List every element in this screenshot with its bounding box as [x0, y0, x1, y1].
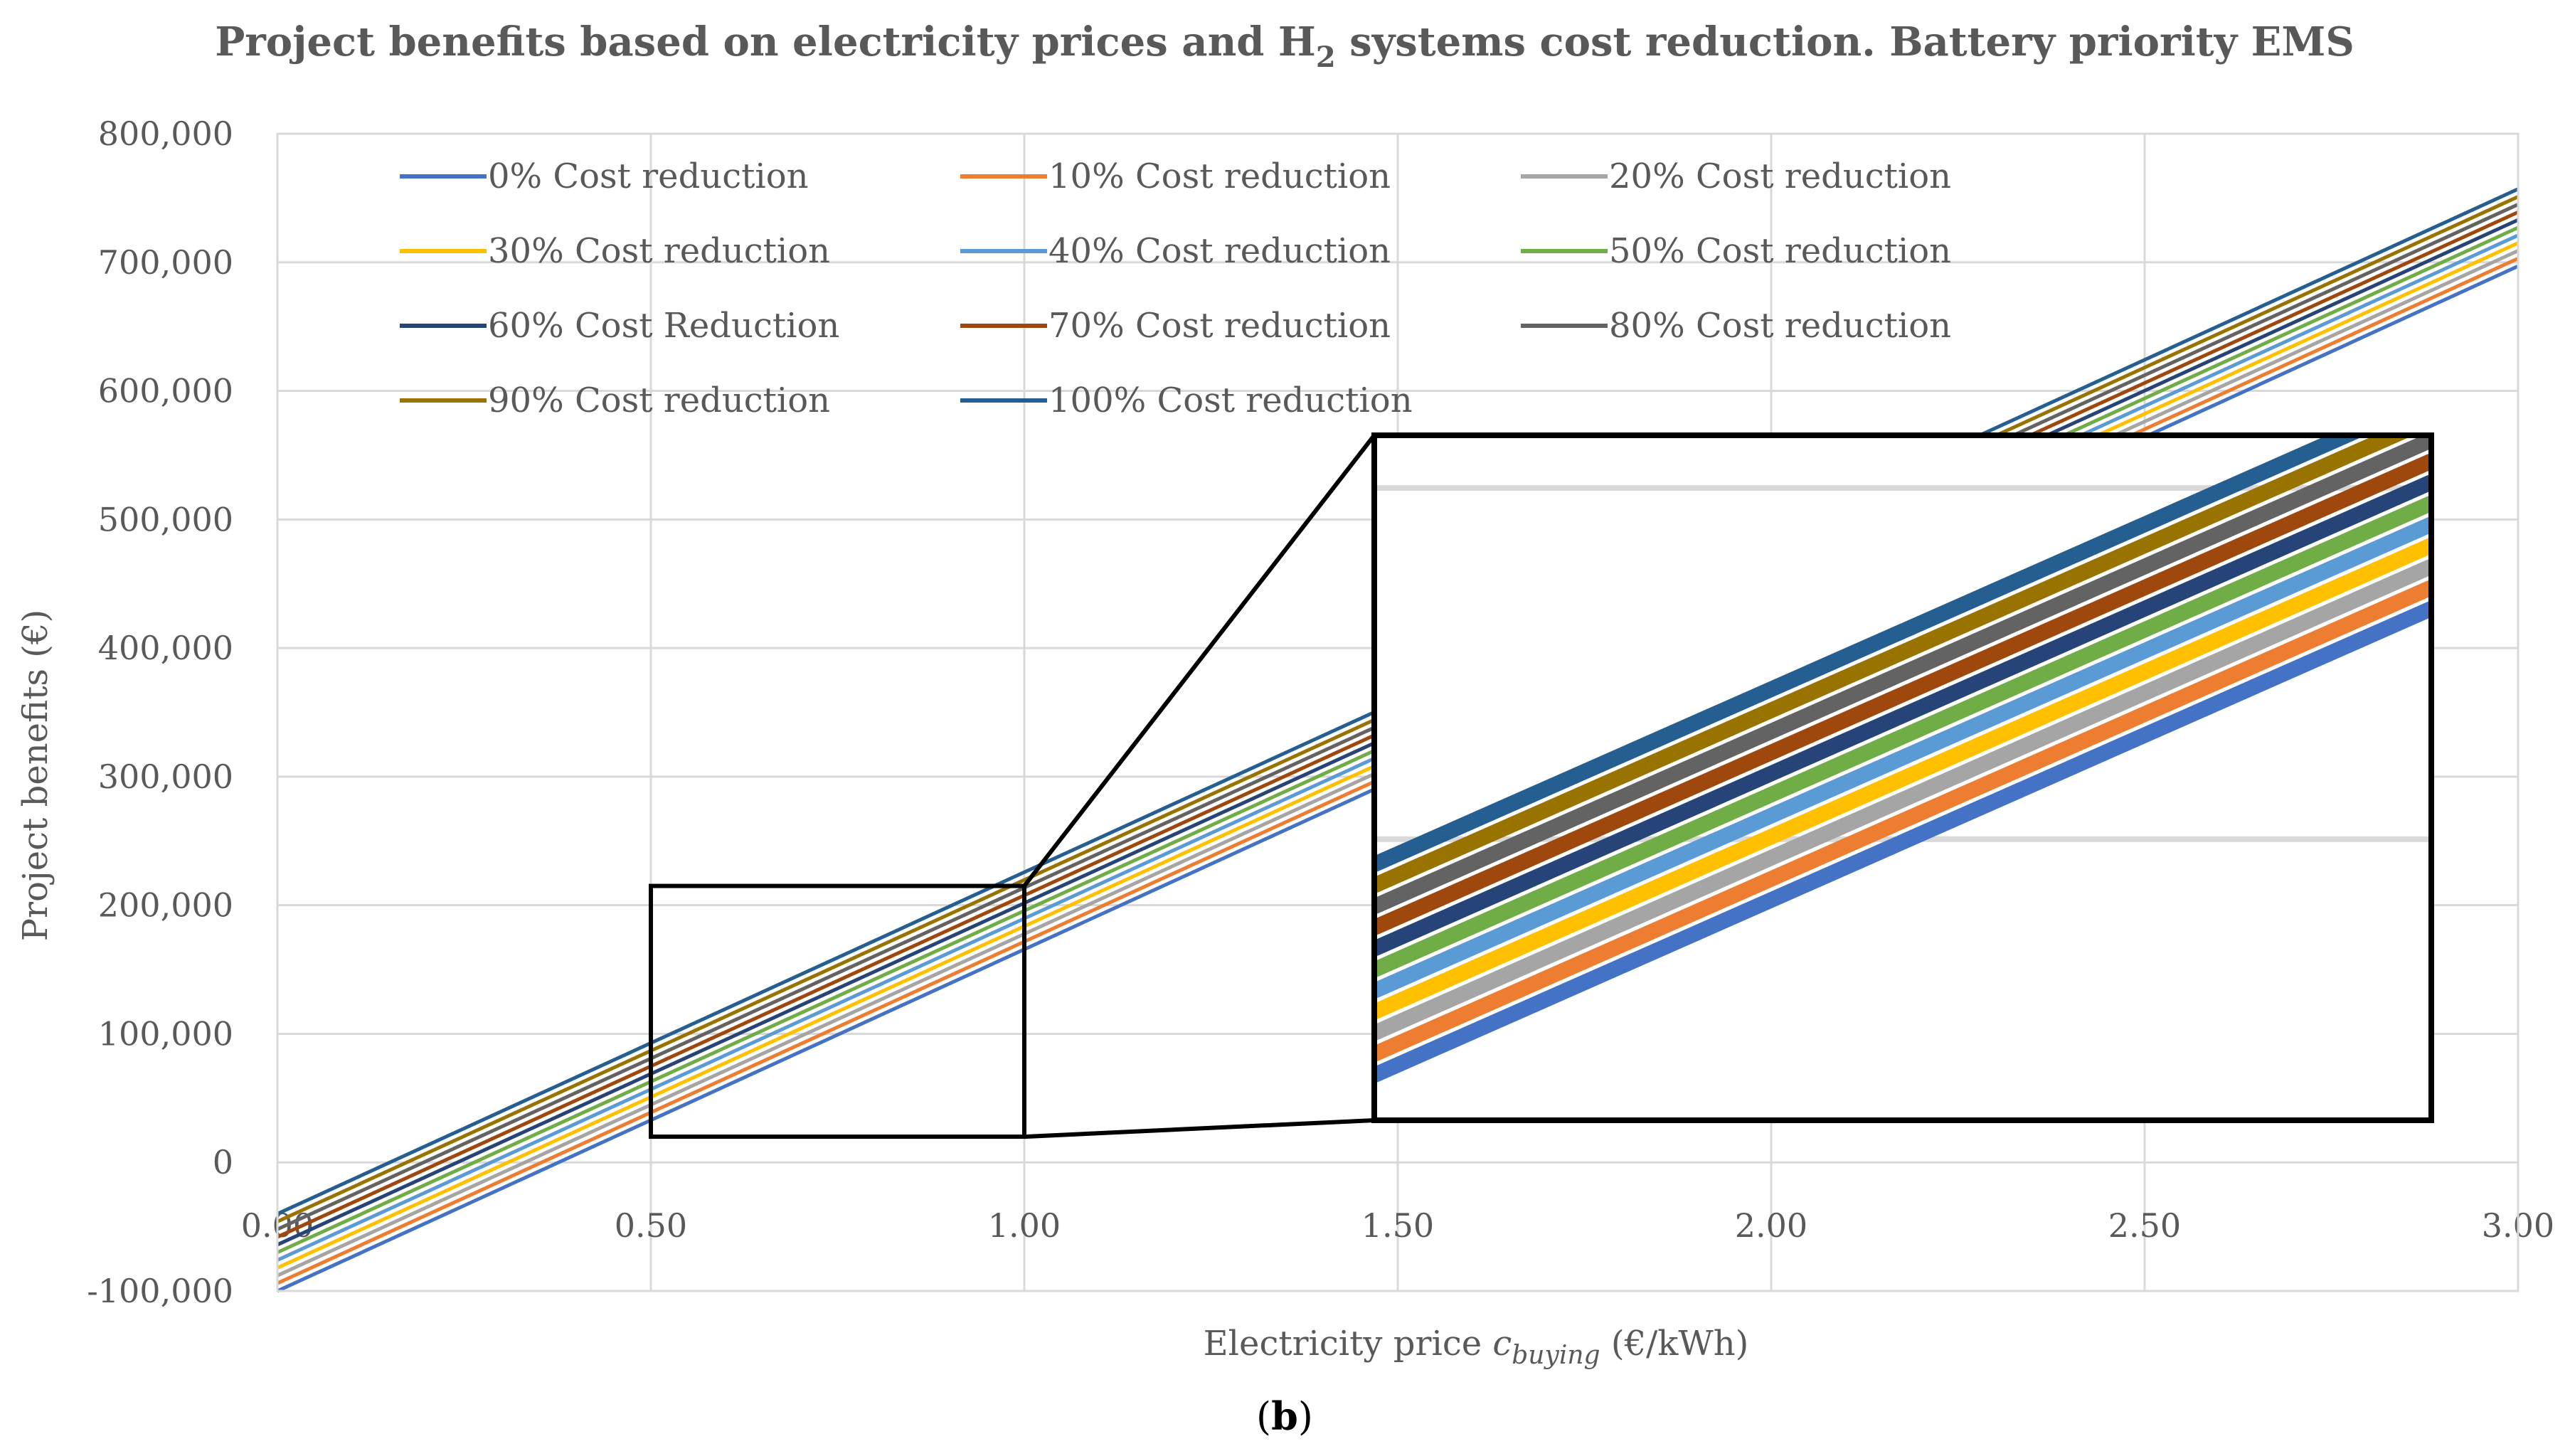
- x-tick-label: 1.50: [1361, 1206, 1434, 1245]
- legend-label-1: 10% Cost reduction: [1048, 156, 1391, 196]
- zoom-series-line-0: [1374, 601, 2431, 1083]
- legend-label-10: 100% Cost reduction: [1048, 381, 1413, 420]
- chart-title: Project benefits based on electricity pr…: [215, 18, 2354, 74]
- x-axis-label: Electricity price cbuying (€/kWh): [1204, 1324, 1749, 1370]
- legend-label-5: 50% Cost reduction: [1609, 231, 1951, 271]
- chart-title-subscript: 2: [1316, 41, 1336, 74]
- zoom-series-line-8: [1374, 435, 2431, 914]
- legend-label-2: 20% Cost reduction: [1609, 156, 1951, 196]
- legend-label-7: 70% Cost reduction: [1048, 306, 1391, 346]
- zoom-series-line-6: [1374, 474, 2431, 956]
- plot-area-border: [276, 132, 2519, 1292]
- y-tick-label: 400,000: [98, 629, 233, 667]
- legend-label-0: 0% Cost reduction: [488, 156, 809, 196]
- y-tick-label: 0: [213, 1143, 233, 1181]
- zoom-series-lines: [1374, 435, 2431, 1083]
- zoom-series-line-3: [1374, 538, 2431, 1019]
- x-tick-label: 1.00: [988, 1206, 1061, 1245]
- zoom-connector-top: [1022, 434, 1376, 888]
- x-tick-label: 0.50: [615, 1206, 687, 1245]
- x-tick-label: 2.50: [2108, 1206, 2181, 1245]
- y-axis-ticks: -100,000 0 100,000 200,000 300,000 400,000 500…: [87, 115, 233, 1310]
- zoom-series-line-5: [1374, 496, 2431, 977]
- zoom-series-line-2: [1374, 559, 2431, 1041]
- zoom-series-line-4: [1374, 517, 2431, 999]
- y-axis-label: Project benefits (€): [16, 610, 55, 942]
- zoom-series-line-9: [1374, 435, 2414, 893]
- zoom-series-line-1: [1374, 580, 2431, 1062]
- zoom-connector-bottom: [1024, 1118, 1375, 1139]
- legend-label-9: 90% Cost reduction: [488, 381, 830, 420]
- zoom-source-box: [649, 883, 1026, 1139]
- x-axis-label-variable: c: [1492, 1324, 1512, 1364]
- figure-caption: (b): [1256, 1393, 1313, 1439]
- zoom-series-line-10: [1374, 435, 2366, 872]
- legend-label-8: 80% Cost reduction: [1609, 306, 1951, 346]
- legend-label-3: 30% Cost reduction: [488, 231, 830, 271]
- y-tick-label: 200,000: [98, 886, 233, 925]
- legend: 0% Cost reduction 10% Cost reduction 20% C…: [400, 156, 1951, 420]
- zoom-inset-border: [1371, 432, 2434, 1123]
- x-axis-label-subscript: buying: [1512, 1341, 1600, 1370]
- y-tick-label: 600,000: [98, 372, 233, 410]
- y-tick-label: 700,000: [98, 243, 233, 282]
- legend-label-4: 40% Cost reduction: [1048, 231, 1391, 271]
- zoom-inset: [649, 432, 2434, 1139]
- y-tick-label: -100,000: [87, 1272, 233, 1310]
- zoom-series-line-7: [1374, 454, 2431, 935]
- y-tick-label: 300,000: [98, 758, 233, 796]
- y-tick-label: 800,000: [98, 115, 233, 153]
- y-tick-label: 100,000: [98, 1014, 233, 1053]
- legend-label-6: 60% Cost Reduction: [488, 306, 839, 346]
- y-tick-label: 500,000: [98, 500, 233, 538]
- x-tick-label: 2.00: [1735, 1206, 1807, 1245]
